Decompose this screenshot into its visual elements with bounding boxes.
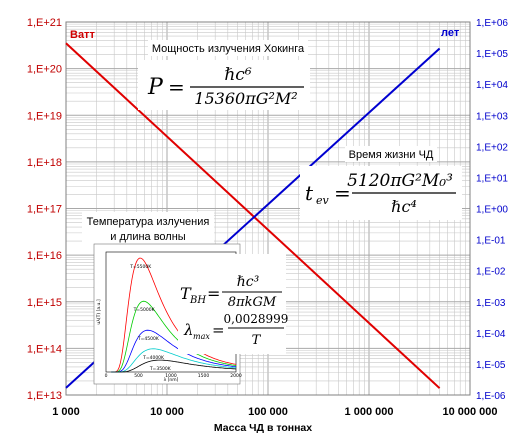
x-tick-label: 10 000 000 — [442, 406, 497, 418]
x-tick-label: 1 000 — [52, 406, 80, 418]
right-tick-label: 1,E-06 — [476, 391, 506, 402]
right-tick-label: 1,E+03 — [476, 111, 508, 122]
inset-x-tick: 1500 — [198, 373, 210, 379]
hawking-power-note: Мощность излучения Хокинга P = ℏc⁶ 15360… — [138, 40, 310, 110]
temperature-note: Температура излучения и длина волны — [82, 212, 214, 244]
wave-lhs: λ — [183, 321, 194, 339]
right-tick-label: 1,E+06 — [476, 18, 508, 29]
inset-x-tick: 0 — [105, 373, 108, 379]
x-tick-label: 100 000 — [248, 406, 288, 418]
power-series-line — [65, 42, 441, 389]
inset-ylabel: uλ(T) [a.u.] — [96, 299, 102, 324]
inset-x-tick: 500 — [134, 373, 143, 379]
lifetime-numerator: 5120πG²M₀³ — [347, 171, 453, 191]
power-eq-sign: = — [168, 75, 185, 99]
inset-curve — [111, 257, 237, 373]
x-axis-label: Масса ЧД в тоннах — [214, 422, 312, 434]
inset-curve-label: T=4500K — [137, 336, 160, 342]
left-tick-label: 1,E+18 — [27, 157, 62, 169]
left-tick-label: 1,E+17 — [27, 204, 62, 216]
plot-frame — [65, 21, 471, 396]
inset-curve — [111, 300, 237, 373]
hawking-title: Мощность излучения Хокинга — [152, 43, 305, 55]
temp-lhs: T — [180, 284, 192, 303]
right-tick-label: 1,E+01 — [476, 173, 508, 184]
right-tick-label: 1,E+02 — [476, 142, 508, 153]
right-tick-label: 1,E+05 — [476, 49, 508, 60]
left-tick-label: 1,E+19 — [27, 110, 62, 122]
temp-title-line2: и длина волны — [110, 231, 186, 243]
power-denominator: 15360πG²M² — [194, 89, 297, 108]
inset-curve — [111, 348, 237, 373]
left-tick-label: 1,E+13 — [27, 390, 62, 402]
lifetime-lhs: t — [305, 181, 314, 205]
x-tick-label: 10 000 — [150, 406, 184, 418]
right-tick-label: 1,E-04 — [476, 329, 506, 340]
lifetime-eq-sign: = — [334, 181, 351, 205]
left-tick-label: 1,E+21 — [27, 17, 62, 29]
lifetime-lhs-sub: ev — [316, 194, 330, 207]
inset-curve — [111, 329, 237, 373]
left-tick-label: 1,E+16 — [27, 250, 62, 262]
right-tick-label: 1,E-03 — [476, 298, 506, 309]
lifetime-title: Время жизни ЧД — [349, 149, 434, 161]
inset-curve-label: T=5000K — [133, 307, 156, 313]
temp-lhs-sub: BH — [189, 295, 206, 306]
temp-denominator: 8πkGM — [228, 295, 277, 310]
temp-numerator: ℏc³ — [237, 274, 260, 290]
left-tick-label: 1,E+15 — [27, 297, 62, 309]
right-tick-label: 1,E-01 — [476, 236, 506, 247]
right-tick-label: 1,E+04 — [476, 80, 508, 91]
x-tick-label: 1 000 000 — [345, 406, 394, 418]
inset-curve-label: T=5500K — [129, 264, 152, 270]
temp-eq-sign: = — [207, 284, 220, 303]
left-tick-label: 1,E+14 — [27, 343, 62, 355]
power-numerator: ℏc⁶ — [224, 65, 251, 85]
inset-curve-label: T=3500K — [149, 366, 172, 372]
wave-denominator: T — [252, 333, 262, 348]
lifetime-note: Время жизни ЧД t ev = 5120πG²M₀³ ℏc⁴ — [300, 146, 462, 220]
inset-xlabel: λ [nm] — [164, 377, 179, 383]
temp-title-line1: Температура излучения — [87, 216, 210, 228]
inset-ticks: 0 500 1000 1500 2000 — [105, 373, 242, 379]
temperature-formulas: T BH = ℏc³ 8πkGM λ max = 0,0028999 T — [178, 254, 288, 354]
wave-eq-sign: = — [212, 321, 225, 339]
right-tick-label: 1,E+00 — [476, 205, 508, 216]
ticks: 1,E+13 1,E+14 1,E+15 1,E+16 1,E+17 1,E+18 1,E+… — [27, 17, 509, 418]
power-lhs: P — [147, 75, 164, 100]
wave-numerator: 0,0028999 — [224, 312, 289, 326]
inset-x-tick: 1000 — [165, 373, 177, 379]
inset-x-tick: 2000 — [230, 373, 242, 379]
right-tick-label: 1,E-02 — [476, 267, 506, 278]
series-tag-watt: Ватт — [70, 29, 95, 41]
inset-curves: T=5500K T=5000K T=4500K T=4000K T=3500K — [111, 257, 237, 373]
wave-lhs-sub: max — [193, 332, 210, 341]
lifetime-denominator: ℏc⁴ — [391, 197, 417, 216]
inset-curve-label: T=4000K — [142, 355, 165, 361]
inset-curve — [111, 359, 237, 373]
right-tick-label: 1,E-05 — [476, 360, 506, 371]
series-tag-years: лет — [441, 27, 460, 39]
left-tick-label: 1,E+20 — [27, 64, 62, 76]
